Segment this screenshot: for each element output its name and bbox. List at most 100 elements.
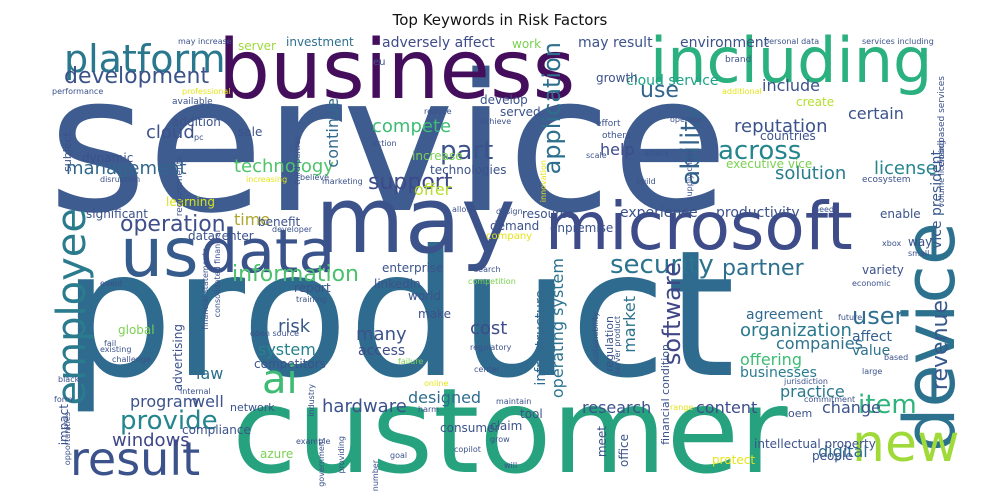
word-experience: experience xyxy=(620,205,698,221)
word-work: work xyxy=(512,37,542,51)
word-enterprise: enterprise xyxy=(382,261,444,275)
word-change: change xyxy=(822,398,881,417)
word-help: help xyxy=(600,140,635,159)
word-world: world xyxy=(408,289,442,303)
word-financial-statements: financial statements xyxy=(201,248,210,330)
word-customer: customer xyxy=(232,362,788,500)
word-data: data xyxy=(200,217,336,287)
word-microsoft: microsoft xyxy=(545,188,853,265)
word-brand: brand xyxy=(725,55,752,65)
word-search: search xyxy=(474,265,501,274)
word-government: government xyxy=(317,438,326,487)
word-linkedin: linkedin xyxy=(374,277,421,291)
word-performance: performance xyxy=(52,87,104,96)
word-benefit: benefit xyxy=(258,215,301,229)
word-services-including: services including xyxy=(862,37,934,46)
word-well: well xyxy=(192,392,224,411)
word-research: research xyxy=(582,398,652,417)
word-provide: provide xyxy=(120,406,218,436)
word-significant: significant xyxy=(86,207,148,221)
word-effort: effort xyxy=(596,119,621,129)
word-resource: resource xyxy=(522,207,574,221)
word-competitors: competitors xyxy=(254,357,326,371)
word-need: need xyxy=(814,205,834,214)
word-industry: industry xyxy=(307,384,316,417)
word-compete: compete xyxy=(372,116,452,137)
word-solution: solution xyxy=(775,163,847,184)
word-program: program xyxy=(130,392,199,411)
word-reputation: reputation xyxy=(734,116,828,137)
word-include: include xyxy=(762,76,820,95)
word-agreement: agreement xyxy=(746,307,823,323)
word-platform: platform xyxy=(64,37,226,81)
word-license: license xyxy=(874,158,937,179)
word-network: network xyxy=(230,401,275,414)
word-cloud-panel xyxy=(40,35,961,465)
word-management: management xyxy=(66,158,187,179)
word-system: system xyxy=(258,340,316,359)
word-learning: learning xyxy=(166,195,215,209)
word-report: report xyxy=(294,281,331,295)
word-providing: providing xyxy=(337,436,346,474)
word-protect: protect xyxy=(712,453,756,467)
word-number: number xyxy=(371,460,380,492)
word-affect: affect xyxy=(852,329,893,345)
word-financial-condition: financial condition xyxy=(659,344,672,445)
word-server: server xyxy=(238,39,276,53)
word-fail: fail xyxy=(104,339,117,348)
word-open-source: open source xyxy=(250,329,300,338)
word-increasing: increasing xyxy=(246,175,288,184)
word-operate: operate xyxy=(670,115,702,124)
word-copilot: copilot xyxy=(454,445,481,454)
word-including: including xyxy=(650,24,933,97)
word-law: law xyxy=(196,364,224,383)
word-developer: developer xyxy=(272,225,313,234)
word-grow: grow xyxy=(490,435,510,444)
word-use: use xyxy=(640,78,679,103)
word-eu: eu xyxy=(373,57,386,68)
word-center: center xyxy=(474,365,500,374)
word-harm: harm xyxy=(418,405,439,414)
word-consolidated-financial: consolidated financial xyxy=(213,230,222,318)
word-office: office xyxy=(617,434,631,467)
word-meet: meet xyxy=(595,426,609,458)
word-server-product: server product xyxy=(613,316,622,375)
word-design: design xyxy=(496,207,523,216)
word-companies: companies xyxy=(776,334,863,353)
word-opportunities: opportunities xyxy=(63,412,72,466)
word-offer: offer xyxy=(414,180,452,199)
word-requirements: requirements xyxy=(175,156,185,217)
word-risk: risk xyxy=(278,316,311,337)
word-sustainability: sustainability xyxy=(591,312,600,366)
word-security: security xyxy=(610,250,714,280)
word-action: action xyxy=(372,139,397,148)
word-professional: professional xyxy=(182,87,231,96)
word-businesses: businesses xyxy=(740,365,817,381)
word-available: available xyxy=(172,97,213,107)
word-dynamic: dynamic xyxy=(82,151,134,165)
word-build: build xyxy=(636,177,656,186)
word-cloud-service: cloud service xyxy=(626,73,719,89)
word-revenue: revenue xyxy=(928,300,953,391)
word-cost: cost xyxy=(470,318,508,339)
word-form: form xyxy=(54,395,73,404)
word-designed: designed xyxy=(408,388,482,407)
word-served: served xyxy=(500,105,541,119)
word-organization: organization xyxy=(740,320,852,341)
word-across: across xyxy=(718,136,802,166)
word-internal: internal xyxy=(180,387,211,396)
word-operation: operation xyxy=(120,212,226,237)
word-ecosystem: ecosystem xyxy=(862,175,911,185)
word-future: future xyxy=(838,313,863,322)
word-windows: windows xyxy=(112,430,190,451)
word-environment: environment xyxy=(680,35,770,51)
word-jurisdiction: jurisdiction xyxy=(784,377,828,386)
word-development: development xyxy=(64,64,210,89)
word-value: value xyxy=(852,343,891,359)
word-practice: practice xyxy=(780,382,845,401)
word-many: many xyxy=(356,324,407,345)
word-range: range xyxy=(670,403,694,412)
word-supply-chain: supply chain xyxy=(685,150,694,201)
word-executive-vice: executive vice xyxy=(726,157,813,171)
word-addition: addition xyxy=(172,115,221,129)
